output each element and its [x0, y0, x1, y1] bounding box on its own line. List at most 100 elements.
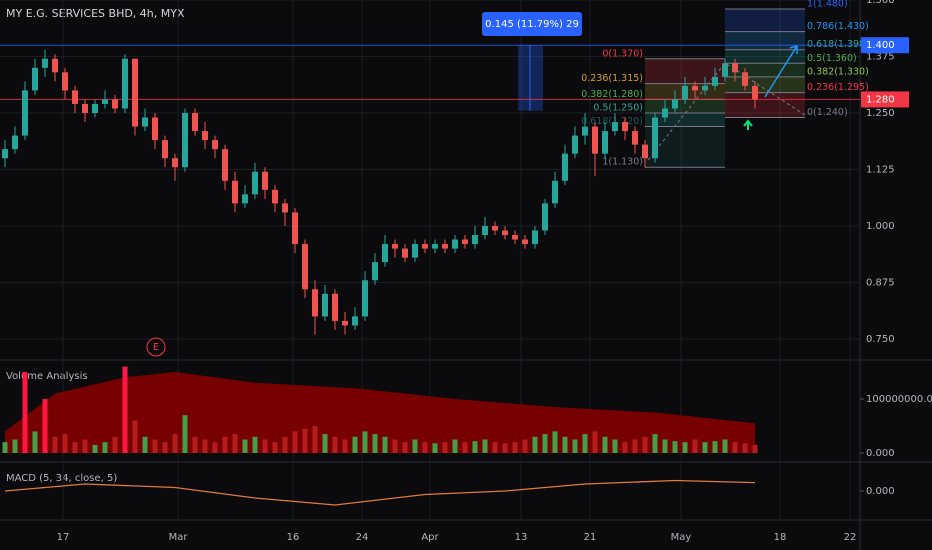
candle-body — [62, 72, 68, 91]
candle-body — [182, 112, 188, 168]
fib-label: 0(1.370) — [602, 48, 643, 59]
volume-title: Volume Analysis — [6, 371, 88, 382]
candle-body — [272, 189, 278, 204]
volume-bar — [362, 431, 368, 453]
y-tick-label: 0.875 — [866, 277, 895, 288]
candle-body — [512, 235, 518, 240]
y-tick-label: 1.250 — [866, 108, 895, 119]
x-tick-label: 17 — [57, 532, 70, 543]
fib-label: 0(1.240) — [807, 107, 848, 118]
candle-body — [522, 239, 528, 245]
candle-body — [32, 67, 38, 91]
candle-body — [222, 149, 228, 181]
macd-title: MACD (5, 34, close, 5) — [6, 473, 117, 484]
x-tick-label: 22 — [844, 532, 857, 543]
volume-bar — [22, 371, 28, 453]
fib-label: 0.5(1.250) — [593, 102, 643, 113]
candle-body — [422, 244, 428, 249]
candle-body — [462, 239, 468, 245]
volume-bar — [142, 436, 148, 453]
x-tick-label: Mar — [169, 532, 189, 543]
candle-body — [82, 103, 88, 113]
candle-body — [92, 103, 98, 113]
volume-bar — [422, 442, 428, 453]
candle-body — [162, 140, 168, 159]
candle-body — [732, 63, 738, 73]
candle-body — [622, 122, 628, 132]
fib-zone — [645, 126, 725, 168]
volume-bar — [532, 436, 538, 453]
candle-body — [112, 99, 118, 109]
y-tick-label: 1.375 — [866, 51, 895, 62]
candle-body — [432, 244, 438, 249]
volume-bar — [392, 439, 398, 453]
candle-body — [102, 99, 108, 104]
earnings-marker — [146, 337, 166, 357]
volume-bar — [182, 415, 188, 453]
candle-body — [122, 58, 128, 109]
fib-label: 0.236(1.295) — [807, 82, 869, 93]
candle-body — [192, 112, 198, 132]
volume-bar — [352, 436, 358, 453]
candle-body — [742, 72, 748, 86]
candle-body — [552, 180, 558, 204]
candle-body — [252, 171, 258, 195]
candle-body — [612, 122, 618, 132]
candle-body — [282, 203, 288, 213]
volume-bar — [52, 436, 58, 453]
volume-bar — [512, 442, 518, 453]
volume-bar — [742, 443, 748, 453]
price-tag-label: 1.400 — [866, 40, 895, 51]
volume-bar — [372, 434, 378, 453]
projection-arrow — [764, 45, 798, 98]
candle-body — [452, 239, 458, 249]
volume-bar — [312, 425, 318, 453]
volume-bar — [122, 366, 128, 453]
candle-body — [382, 244, 388, 263]
volume-bar — [652, 434, 658, 453]
y-tick-label: 0.750 — [866, 334, 895, 345]
volume-bar — [12, 439, 18, 453]
candle-body — [312, 289, 318, 317]
volume-bar — [32, 431, 38, 453]
measure-label-box — [482, 12, 582, 36]
volume-bar — [492, 442, 498, 453]
volume-bar — [332, 436, 338, 453]
volume-bar — [592, 431, 598, 453]
volume-bar — [502, 443, 508, 453]
candle-body — [372, 262, 378, 281]
candle-body — [132, 58, 138, 127]
volume-bar — [612, 439, 618, 453]
volume-bar — [632, 439, 638, 453]
volume-bar — [752, 444, 758, 453]
volume-bar — [2, 442, 8, 453]
volume-bar — [152, 439, 158, 453]
candle-body — [142, 117, 148, 127]
volume-bar — [522, 439, 528, 453]
candle-body — [722, 63, 728, 77]
volume-bar — [582, 434, 588, 453]
volume-bar — [442, 442, 448, 453]
candle-body — [302, 244, 308, 290]
x-tick-label: 24 — [356, 532, 369, 543]
candle-body — [12, 135, 18, 150]
volume-bar — [712, 441, 718, 453]
candle-body — [502, 230, 508, 236]
candle-body — [672, 99, 678, 109]
volume-bar — [302, 428, 308, 453]
volume-bar — [72, 442, 78, 453]
candle-body — [632, 131, 638, 145]
earnings-label: E — [153, 342, 159, 353]
fib-zone — [725, 76, 805, 93]
measure-label: 0.145 (11.79%) 29 — [485, 19, 579, 30]
volume-bar — [542, 434, 548, 453]
candle-body — [392, 244, 398, 249]
volume-bar — [62, 434, 68, 453]
volume-bar — [562, 436, 568, 453]
candle-body — [172, 158, 178, 168]
volume-bar — [402, 442, 408, 453]
price-tag — [861, 91, 909, 108]
x-tick-label: Apr — [421, 532, 439, 543]
volume-bar — [192, 436, 198, 453]
